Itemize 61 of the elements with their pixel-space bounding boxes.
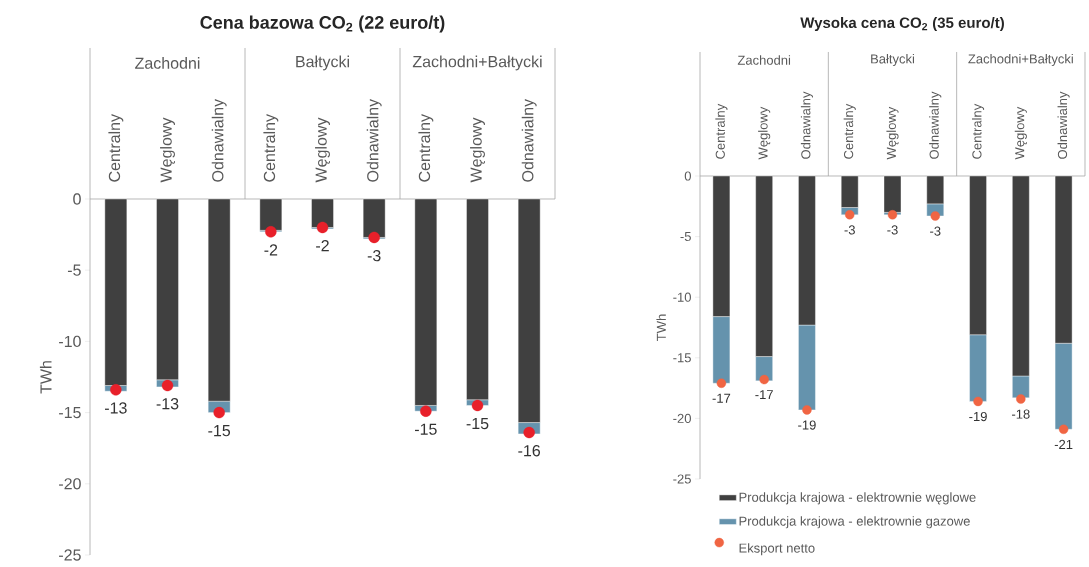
y-tick-label: -20 — [673, 413, 691, 423]
legend-label: Produkcja krajowa - elektrownie węglowe — [739, 492, 976, 505]
text: Bałtycki — [296, 55, 349, 71]
y-axis-title: TWh — [39, 361, 52, 394]
text: Zachodni — [135, 57, 200, 69]
legend-label: Eksport netto — [739, 543, 815, 556]
x-tick-label: Centralny — [108, 114, 124, 182]
text: Bałtycki — [871, 53, 915, 67]
y-tick-label: 0 — [73, 193, 81, 205]
x-tick-label: Centralny — [843, 103, 856, 159]
data-label: -3 — [844, 225, 855, 235]
y-tick-label: -5 — [67, 264, 81, 276]
y-tick-label: -25 — [59, 549, 81, 561]
y-tick-label: -10 — [673, 292, 691, 302]
data-label: -16 — [518, 445, 541, 457]
data-label: -3 — [887, 225, 898, 235]
y-tick-label: -15 — [59, 407, 81, 419]
data-label: -2 — [264, 244, 278, 256]
x-tick-label: Centralny — [971, 103, 985, 159]
legend-label: Produkcja krajowa - elektrownie gazowe — [739, 516, 970, 529]
y-tick-label: -25 — [673, 474, 691, 484]
chart-title: Wysoka cena CO$_{2}$ (35 euro/t) — [800, 17, 1004, 31]
y-tick-label: 0 — [684, 171, 691, 181]
text: Zachodni — [737, 55, 791, 65]
text: Zachodni+Bałtycki — [968, 53, 1073, 67]
x-tick-label: Odnawialny — [1057, 91, 1070, 159]
data-label: -19 — [969, 411, 987, 422]
x-tick-label: Węglowy — [160, 117, 175, 183]
x-tick-label: Węglowy — [315, 117, 330, 183]
text: Zachodni+Bałtycki — [412, 55, 542, 71]
chart-title: Cena bazowa CO$_{2}$ (22 euro/t) — [200, 15, 445, 33]
y-tick-label: -5 — [680, 232, 691, 242]
data-label: -19 — [798, 420, 816, 430]
data-label: -3 — [367, 249, 381, 262]
x-tick-label: Odnawialny — [929, 91, 942, 159]
data-label: -13 — [156, 398, 179, 410]
x-tick-label: Węglowy — [470, 117, 485, 183]
x-tick-label: Węglowy — [758, 106, 771, 160]
data-label: -21 — [1054, 439, 1073, 449]
data-label: -3 — [930, 226, 941, 236]
y-tick-label: -20 — [59, 478, 81, 490]
y-tick-label: -15 — [673, 353, 691, 363]
x-tick-label: Odnawialny — [800, 91, 813, 159]
x-tick-label: Odnawialny — [366, 98, 382, 182]
x-tick-label: Centralny — [418, 114, 434, 182]
x-tick-label: Odnawialny — [521, 98, 537, 182]
data-label: -13 — [104, 402, 127, 414]
y-axis-title: TWh — [656, 314, 666, 341]
x-tick-label: Odnawialny — [211, 98, 227, 182]
data-label: -2 — [316, 240, 329, 252]
y-tick-label: -10 — [59, 335, 81, 348]
x-tick-label: Centralny — [715, 103, 728, 159]
data-label: -17 — [712, 393, 731, 403]
x-tick-label: Węglowy — [886, 106, 899, 160]
data-label: -15 — [466, 418, 489, 430]
x-tick-label: Węglowy — [1014, 106, 1027, 160]
data-label: -18 — [1012, 409, 1030, 419]
data-label: -15 — [208, 425, 231, 437]
x-tick-label: Centralny — [263, 114, 279, 182]
data-label: -15 — [414, 423, 437, 435]
data-label: -17 — [755, 390, 773, 400]
